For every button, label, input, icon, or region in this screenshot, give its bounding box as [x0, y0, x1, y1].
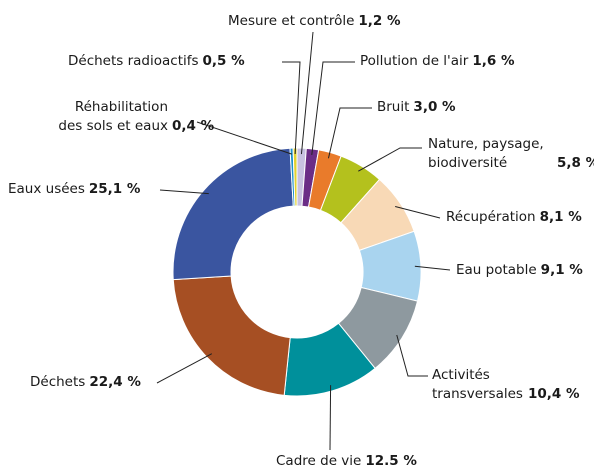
slice — [292, 147, 298, 207]
value-label: 1,2 % — [358, 13, 401, 29]
leader-line — [358, 147, 422, 172]
value-label: 0,4 % — [172, 118, 215, 134]
slice-label: Réhabilitation des sols et eaux 0,4 % — [48, 98, 214, 136]
slice-label: Nature, paysage, biodiversité 5,8 % — [428, 135, 594, 173]
slice-label: Bruit 3,0 % — [377, 98, 456, 117]
category-name: Eaux usées — [8, 181, 85, 197]
category-name: Eau potable — [456, 262, 537, 278]
value-label: 22,4 % — [89, 374, 141, 390]
leader-line — [282, 61, 301, 155]
category-name: Nature, paysage, biodiversité — [428, 136, 544, 171]
leader-line — [159, 189, 209, 195]
leader-line — [156, 353, 213, 384]
category-name: Bruit — [377, 99, 410, 115]
leader-line — [300, 31, 314, 155]
slice-label: Cadre de vie 12.5 % — [276, 452, 417, 468]
category-name: Récupération — [446, 209, 536, 225]
slice — [172, 275, 291, 396]
category-name: Mesure et contrôle — [228, 13, 355, 29]
slice — [172, 147, 294, 281]
value-label: 12.5 % — [365, 453, 417, 468]
category-name: Déchets radioactifs — [68, 53, 199, 69]
value-label: 5,8 % — [557, 155, 594, 171]
slice-label: Déchets radioactifs 0,5 % — [68, 52, 245, 71]
value-label: 25,1 % — [88, 181, 141, 197]
value-label: 9,1 % — [540, 262, 583, 278]
category-name: Pollution de l'air — [360, 53, 469, 69]
slice-label: Eaux usées 25,1 % — [8, 180, 140, 199]
leader-line — [414, 265, 451, 271]
value-label: 3,0 % — [413, 99, 456, 115]
value-label: 8,1 % — [539, 209, 582, 225]
slice-label: Mesure et contrôle 1,2 % — [228, 12, 401, 31]
slice-label: Récupération 8,1 % — [446, 208, 582, 227]
leader-line — [329, 385, 332, 451]
slice-label: Déchets 22,4 % — [30, 373, 141, 392]
leader-line — [396, 334, 428, 377]
slice-label: Activités transversales 10,4 % — [432, 366, 580, 404]
value-label: 1,6 % — [472, 53, 515, 69]
value-label: 0,5 % — [202, 53, 245, 69]
category-name: Réhabilitation des sols et eaux — [58, 99, 168, 134]
category-name: Activités transversales — [432, 367, 523, 402]
leader-line — [196, 121, 292, 155]
slice-label: Eau potable 9,1 % — [456, 261, 583, 280]
leader-line — [395, 206, 441, 219]
category-name: Cadre de vie — [276, 453, 362, 468]
value-label: 10,4 % — [528, 386, 580, 402]
leader-line — [327, 107, 372, 159]
leader-line — [311, 61, 355, 155]
slice-label: Pollution de l'air 1,6 % — [360, 52, 515, 71]
category-name: Déchets — [30, 374, 86, 390]
